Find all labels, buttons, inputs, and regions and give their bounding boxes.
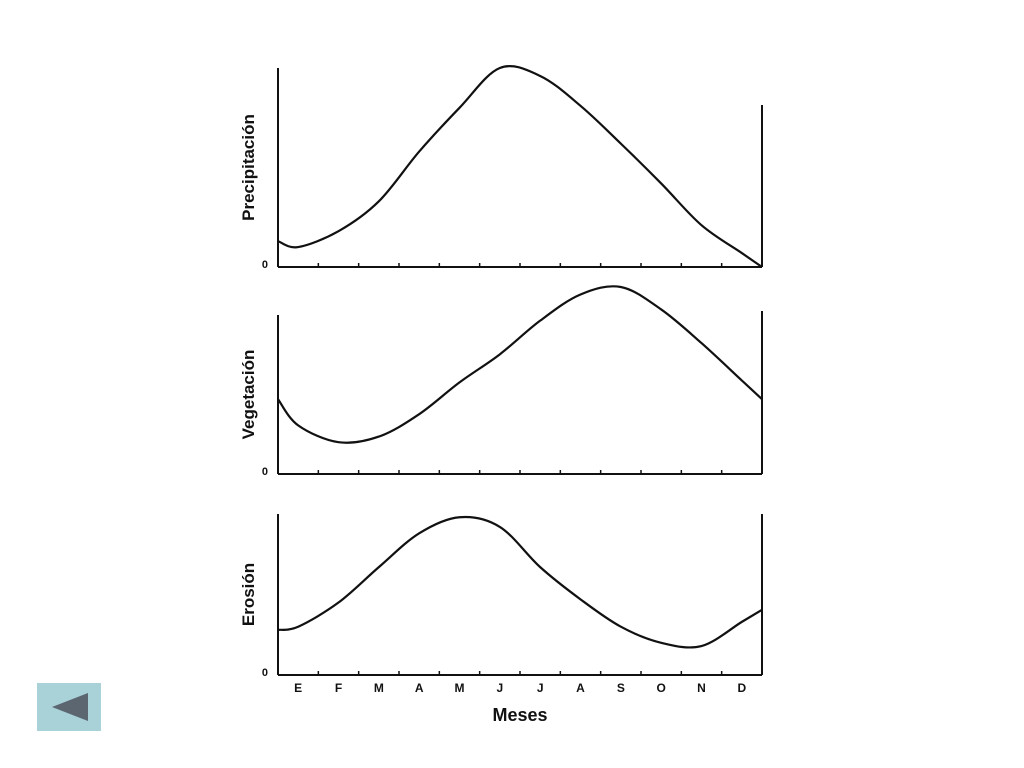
- zero-label: 0: [262, 466, 268, 478]
- month-tick-label: N: [697, 681, 706, 695]
- month-tick-label: O: [656, 681, 665, 695]
- series-line: [277, 65, 763, 268]
- series-line: [277, 515, 763, 649]
- month-tick-label: M: [455, 681, 465, 695]
- month-tick-label: J: [496, 681, 503, 695]
- month-tick-label: M: [374, 681, 384, 695]
- panel-2: 0 Vegetación: [239, 285, 763, 478]
- y-axis-label: Erosión: [239, 563, 258, 626]
- y-axis-label: Vegetación: [239, 350, 258, 440]
- month-tick-label: D: [737, 681, 746, 695]
- zero-label: 0: [262, 667, 268, 679]
- panel-1: 0 Precipitación: [239, 65, 763, 271]
- back-button[interactable]: [37, 683, 101, 731]
- panel-3: 0 Erosión: [239, 514, 763, 679]
- series-line: [277, 285, 763, 444]
- month-tick-label: F: [335, 681, 342, 695]
- zero-label: 0: [262, 259, 268, 271]
- x-axis-label: Meses: [492, 705, 547, 725]
- month-tick-label: E: [294, 681, 302, 695]
- month-tick-label: J: [537, 681, 544, 695]
- month-tick-label: A: [576, 681, 585, 695]
- y-axis-label: Precipitación: [239, 114, 258, 221]
- month-tick-label: S: [617, 681, 625, 695]
- triangle-left-icon: [52, 693, 88, 721]
- month-tick-label: A: [415, 681, 424, 695]
